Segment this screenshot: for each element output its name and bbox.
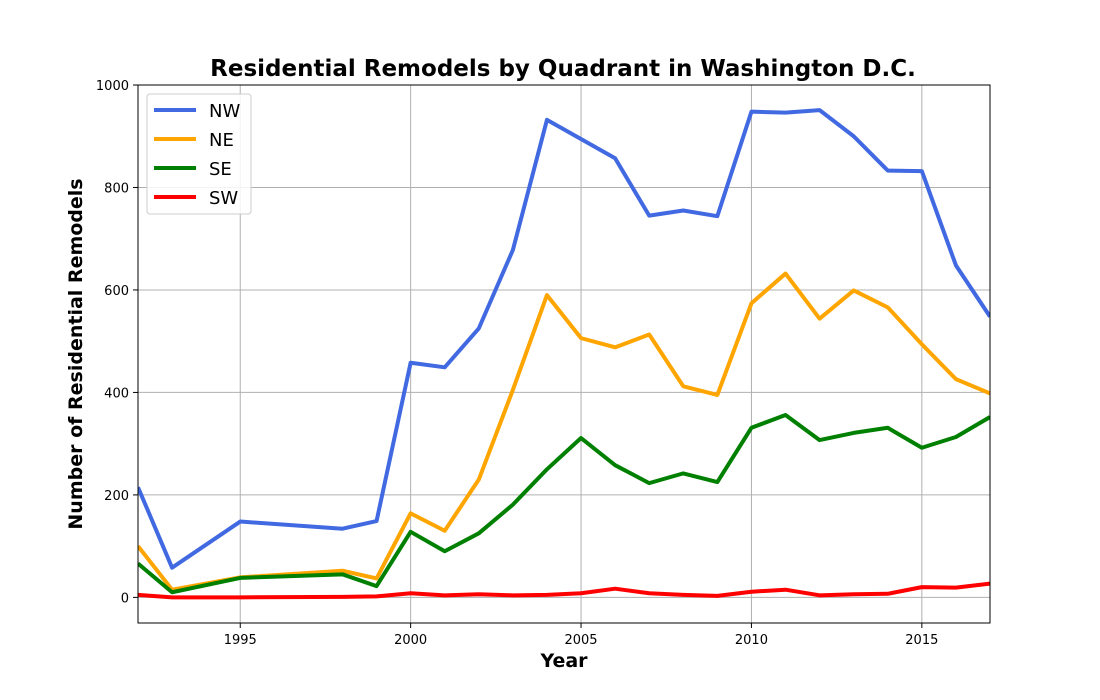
series-line-sw bbox=[138, 581, 990, 600]
legend-label-ne: NE bbox=[209, 130, 234, 151]
x-tick-label: 1995 bbox=[224, 633, 257, 648]
plot-frame bbox=[137, 84, 991, 624]
legend-label-se: SE bbox=[209, 159, 232, 180]
x-tick-label: 2000 bbox=[394, 633, 427, 648]
legend-label-sw: SW bbox=[209, 188, 238, 209]
grid-layer bbox=[138, 84, 990, 623]
y-axis-label: Number of Residential Remodels bbox=[65, 178, 87, 529]
chart-title: Residential Remodels by Quadrant in Wash… bbox=[210, 56, 916, 82]
x-axis-label: Year bbox=[539, 650, 588, 672]
series-line-ne bbox=[138, 271, 990, 592]
y-tick-label: 1000 bbox=[96, 79, 129, 94]
x-tick-label: 2015 bbox=[905, 633, 938, 648]
legend-box bbox=[146, 93, 252, 215]
y-tick-label: 800 bbox=[104, 181, 129, 196]
x-tick-label: 2010 bbox=[735, 633, 768, 648]
tick-layer: 1995 2000 2005 2010 2015 0 200 400 600 800 1000 bbox=[96, 79, 938, 648]
y-tick-label: 600 bbox=[104, 284, 129, 299]
y-tick-label: 0 bbox=[121, 591, 129, 606]
legend-label-nw: NW bbox=[209, 101, 240, 122]
series-line-nw bbox=[138, 108, 990, 570]
legend: NW NE SE SW bbox=[146, 93, 252, 215]
x-tick-label: 2005 bbox=[564, 633, 597, 648]
series-layer bbox=[138, 108, 990, 600]
series-line-se bbox=[138, 412, 990, 595]
y-tick-label: 400 bbox=[104, 386, 129, 401]
y-tick-label: 200 bbox=[104, 489, 129, 504]
